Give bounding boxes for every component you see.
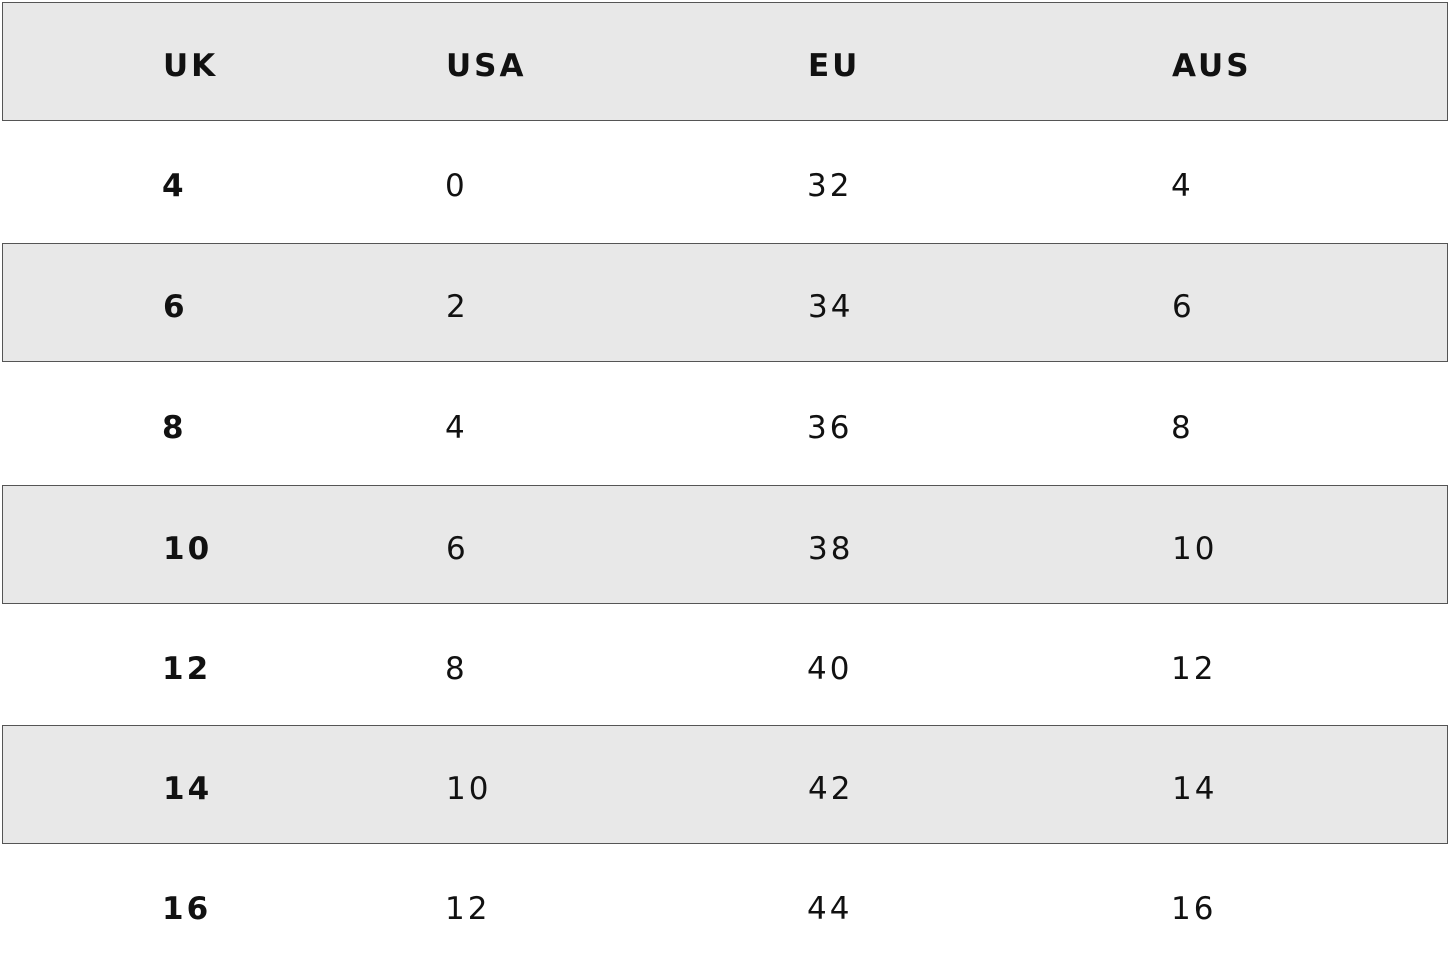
cell: 10 — [1172, 530, 1218, 567]
table-row: 12 8 40 12 — [2, 604, 1448, 725]
cell: 10 — [446, 770, 492, 807]
table-row: 4 0 32 4 — [2, 121, 1448, 243]
cell: 12 — [445, 891, 491, 927]
cell: 4 — [1171, 168, 1194, 204]
cell: 12 — [1171, 650, 1217, 687]
header-row: UK USA EU AUS — [2, 2, 1448, 121]
cell: 0 — [445, 168, 468, 204]
cell: USA — [446, 47, 527, 84]
cell: 8 — [445, 650, 468, 687]
cell: 42 — [808, 770, 854, 807]
cell: 8 — [1171, 409, 1194, 446]
cell: 38 — [808, 530, 854, 567]
cell: 4 — [445, 409, 468, 446]
row-label: 4 — [162, 168, 187, 204]
cell: 6 — [1172, 288, 1195, 325]
cell: AUS — [1172, 47, 1252, 84]
row-label: 14 — [163, 770, 213, 807]
cell: 40 — [807, 650, 853, 687]
cell: 34 — [808, 288, 854, 325]
row-label: UK — [163, 47, 219, 84]
cell: 16 — [1171, 891, 1217, 927]
cell: 14 — [1172, 770, 1218, 807]
table-row: 10 6 38 10 — [2, 485, 1448, 604]
table-row: 14 10 42 14 — [2, 725, 1448, 844]
table-row: 8 4 36 8 — [2, 362, 1448, 485]
cell: 44 — [807, 891, 853, 927]
row-label: 12 — [162, 650, 212, 687]
cell: 32 — [807, 168, 853, 204]
cell: 2 — [446, 288, 469, 325]
row-label: 8 — [162, 409, 187, 446]
row-label: 16 — [162, 891, 212, 927]
cell: 6 — [446, 530, 469, 567]
cell: EU — [808, 47, 861, 84]
table-row: 16 12 44 16 — [2, 844, 1448, 966]
cell: 36 — [807, 409, 853, 446]
row-label: 10 — [163, 530, 213, 567]
table-row: 6 2 34 6 — [2, 243, 1448, 362]
row-label: 6 — [163, 288, 188, 325]
